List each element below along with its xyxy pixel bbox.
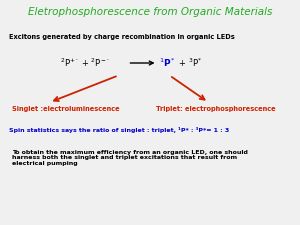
Text: To obtain the maximum efficiency from an organic LED, one should
harness both th: To obtain the maximum efficiency from an… <box>12 150 248 166</box>
Text: Eletrophosphorescence from Organic Materials: Eletrophosphorescence from Organic Mater… <box>28 7 272 17</box>
Text: $^{3}$P$^{*}$: $^{3}$P$^{*}$ <box>188 57 202 69</box>
Text: $^{1}$P$^{*}$: $^{1}$P$^{*}$ <box>159 57 175 69</box>
Text: Triplet: electrophosphorescence: Triplet: electrophosphorescence <box>156 106 276 112</box>
Text: Singlet :electroluminescence: Singlet :electroluminescence <box>12 106 120 112</box>
Text: $^{2}$P$^{+\cdot}$ + $^{2}$P$^{-\cdot}$: $^{2}$P$^{+\cdot}$ + $^{2}$P$^{-\cdot}$ <box>60 57 110 69</box>
Text: Spin statistics says the ratio of singlet : triplet, ¹P* : ³P*= 1 : 3: Spin statistics says the ratio of single… <box>9 127 229 133</box>
Text: +: + <box>178 58 185 68</box>
Text: Excitons generated by charge recombination in organic LEDs: Excitons generated by charge recombinati… <box>9 34 235 40</box>
